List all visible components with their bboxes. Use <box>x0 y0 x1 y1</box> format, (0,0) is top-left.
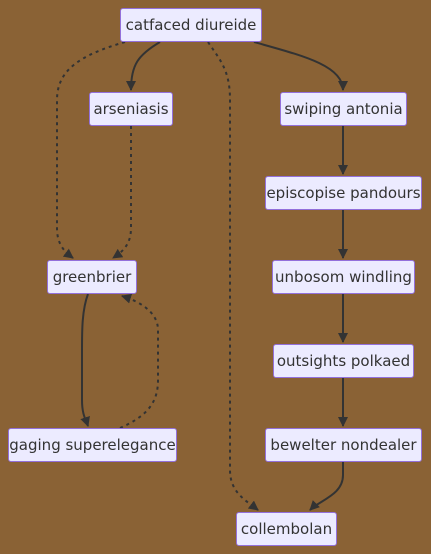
node-greenbrier[interactable]: greenbrier <box>47 260 137 294</box>
edge-gaging-to-greenbrier <box>119 293 159 429</box>
edge-catfaced-to-collembolan <box>207 41 259 511</box>
edge-greenbrier-to-gaging <box>80 293 90 427</box>
node-catfaced-diureide[interactable]: catfaced diureide <box>120 8 262 42</box>
node-bewelter-nondealer[interactable]: bewelter nondealer <box>265 428 422 462</box>
node-unbosom-windling[interactable]: unbosom windling <box>272 260 415 294</box>
edge-bewelter-to-collembolan <box>309 462 344 511</box>
edge-catfaced-to-arseniasis <box>126 41 161 91</box>
node-collembolan[interactable]: collembolan <box>236 512 337 546</box>
node-swiping-antonia[interactable]: swiping antonia <box>280 92 407 126</box>
edge-catfaced-to-swiping <box>253 41 348 91</box>
edge-catfaced-to-greenbrier <box>56 41 126 259</box>
node-gaging-superelegance[interactable]: gaging superelegance <box>8 428 177 462</box>
node-arseniasis[interactable]: arseniasis <box>89 92 173 126</box>
edge-arseniasis-to-greenbrier <box>112 126 132 259</box>
node-episcopise-pandours[interactable]: episcopise pandours <box>265 176 422 210</box>
node-outsights-polkaed[interactable]: outsights polkaed <box>273 344 414 378</box>
